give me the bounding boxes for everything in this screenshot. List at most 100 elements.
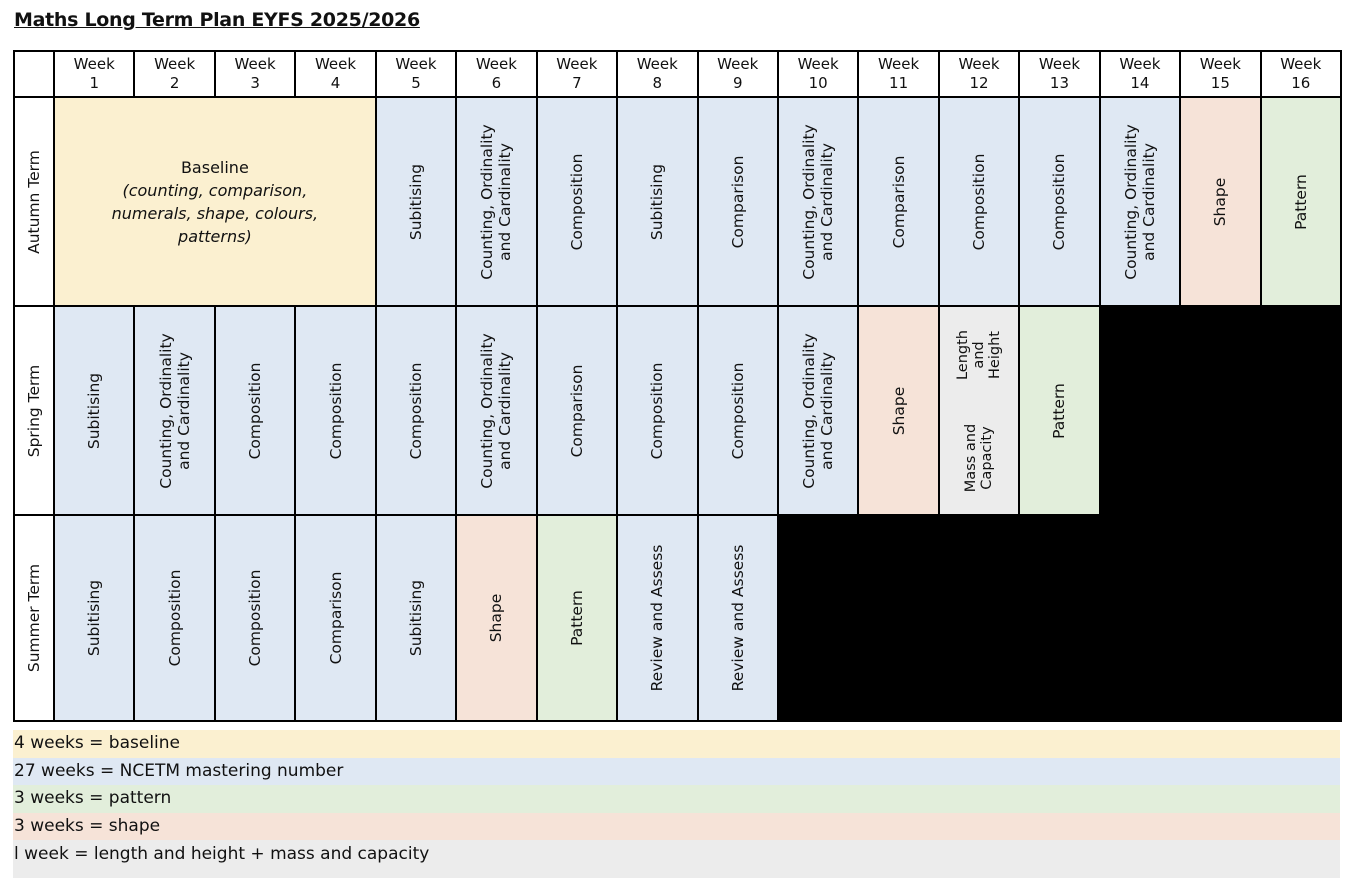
week-header-4: Week 4 <box>294 50 377 98</box>
term-row-summer-term: Summer Term Subitising Composition Composit… <box>13 514 1343 722</box>
topic-cell-week-10: Counting, Ordinality and Cardinality <box>776 96 860 307</box>
week-word: Week <box>395 55 437 73</box>
week-number: 5 <box>411 74 421 92</box>
week-number: 12 <box>969 74 989 92</box>
week-header-9: Week 9 <box>696 50 779 98</box>
topic-cell-week-3: Composition <box>213 514 297 722</box>
week-number: 11 <box>889 74 909 92</box>
week-number: 16 <box>1291 74 1311 92</box>
topic-line: Comparison <box>889 155 908 248</box>
topic-line: Subitising <box>85 372 104 449</box>
topic-cell-box: Counting, Ordinality and Cardinality <box>136 308 212 513</box>
topic-cell-box: Shape <box>860 308 936 513</box>
topic-line: Composition <box>165 569 184 667</box>
week-word: Week <box>1038 55 1081 73</box>
topic-label: Subitising <box>648 101 666 302</box>
term-label: Autumn Term <box>25 149 43 254</box>
topic-line: Comparison <box>728 155 747 248</box>
week-number: 6 <box>491 74 502 92</box>
measure-top-half: Length and Height <box>941 308 1017 402</box>
topic-cell-box: Counting, Ordinality and Cardinality <box>458 308 534 513</box>
topic-label: Composition <box>327 310 345 511</box>
topic-label: Composition <box>568 101 586 302</box>
term-label: Summer Term <box>25 563 43 673</box>
topic-cell-week-9: Composition <box>696 305 779 516</box>
week-word: Week <box>717 55 759 73</box>
week-number: 8 <box>652 74 663 92</box>
topic-label-mass-capacity: Mass and Capacity <box>963 406 995 511</box>
topic-label: Counting, Ordinality and Cardinality <box>478 310 514 511</box>
topic-label: Composition <box>729 310 747 511</box>
topic-line: Shape <box>889 386 908 435</box>
topic-label: Composition <box>166 519 184 717</box>
topic-line: Review and Assess <box>648 544 667 692</box>
baseline-text: Baseline (counting, comparison, numerals, … <box>56 156 374 248</box>
topic-cell-week-8: Subitising <box>616 96 699 307</box>
topic-cell-week-1: Subitising <box>52 514 136 722</box>
topic-cell-box: Review and Assess <box>700 517 776 719</box>
topic-label: Comparison <box>327 519 345 717</box>
topic-line: Counting, Ordinality <box>156 332 175 489</box>
topic-cell-week-1: Subitising <box>52 305 136 516</box>
week-word: Week <box>556 55 598 73</box>
corner-cell <box>13 50 55 98</box>
week-header-13: Week 13 <box>1018 50 1101 98</box>
topic-line: Composition <box>648 362 667 459</box>
term-row-spring-term: Spring Term Subitising Counting, Ordinalit… <box>13 305 1343 516</box>
week-word: Week <box>878 55 920 73</box>
week-word: Week <box>636 55 678 73</box>
topic-line: Pattern <box>1291 173 1310 230</box>
topic-cell-week-8: Review and Assess <box>616 514 699 722</box>
week-word: Week <box>1280 55 1322 73</box>
baseline-detail: (counting, comparison, <box>122 180 308 200</box>
week-number: 3 <box>250 74 260 92</box>
week-number: 13 <box>1049 74 1070 92</box>
topic-cell-week-15: Shape <box>1179 96 1262 307</box>
topic-cell-week-4: Comparison <box>294 514 377 722</box>
topic-cell-box: Counting, Ordinality and Cardinality <box>458 99 534 304</box>
week-number: 9 <box>732 74 743 92</box>
topic-line: Capacity <box>979 426 996 490</box>
topic-line: Composition <box>246 362 265 459</box>
baseline-detail: numerals, shape, colours, <box>111 203 319 223</box>
topic-line: Counting, Ordinality <box>800 123 819 280</box>
topic-label: Composition <box>246 519 264 717</box>
topic-label: Counting, Ordinality and Cardinality <box>478 101 514 302</box>
topic-line: and Cardinality <box>818 351 837 470</box>
topic-line: Composition <box>406 362 425 459</box>
topic-cell-week-11: Comparison <box>857 96 940 307</box>
week-word: Week <box>797 55 839 73</box>
week-header-6: Week 6 <box>455 50 538 98</box>
topic-cell-week-16: Pattern <box>1259 96 1343 307</box>
topic-cell-box: Subitising <box>56 308 132 513</box>
topic-cell-box: Counting, Ordinality and Cardinality <box>1102 99 1178 304</box>
topic-label: Counting, Ordinality and Cardinality <box>1122 101 1158 302</box>
topic-cell-box: Subitising <box>378 99 454 304</box>
unused-weeks-block <box>776 514 1343 722</box>
topic-cell-week-10: Counting, Ordinality and Cardinality <box>776 305 860 516</box>
topic-line: Composition <box>246 569 265 667</box>
topic-cell-box: Comparison <box>860 99 936 304</box>
week-header-10: Week 10 <box>776 50 860 98</box>
topic-cell-week-4: Composition <box>294 305 377 516</box>
topic-cell-week-5: Subitising <box>374 96 458 307</box>
topic-label: Comparison <box>568 310 586 511</box>
topic-cell-box: Composition <box>217 308 293 513</box>
page-title: Maths Long Term Plan EYFS 2025/2026 <box>14 9 420 31</box>
baseline-detail: patterns) <box>178 226 252 246</box>
topic-line: Mass and <box>963 423 980 493</box>
week-number: 1 <box>89 74 99 92</box>
topic-cell-week-5: Subitising <box>374 514 458 722</box>
topic-cell-box: Composition <box>217 517 293 719</box>
week-word: Week <box>1199 55 1241 73</box>
topic-line: and <box>971 340 988 369</box>
week-number: 4 <box>330 74 341 92</box>
topic-cell-box: Counting, Ordinality and Cardinality <box>780 99 856 304</box>
week-word: Week <box>475 55 517 73</box>
topic-line: Composition <box>728 362 747 459</box>
topic-cell-box: Shape <box>1182 99 1258 304</box>
topic-label: Subitising <box>407 101 425 302</box>
topic-line: Counting, Ordinality <box>478 123 497 280</box>
week-number: 2 <box>169 74 180 92</box>
topic-cell-week-12: Length and Height Mass and Capacity <box>937 305 1021 516</box>
